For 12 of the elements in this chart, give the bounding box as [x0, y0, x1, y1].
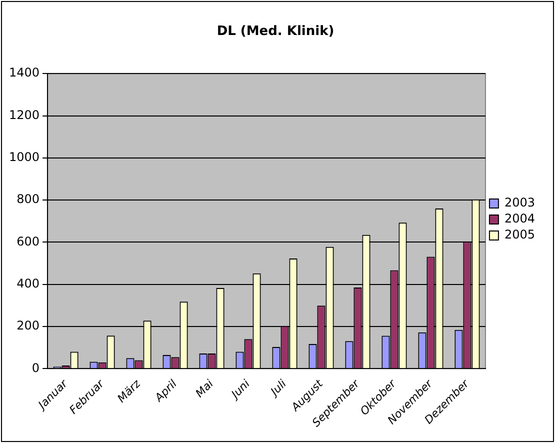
- y-tick-label: 400: [16, 276, 40, 290]
- chart-title: DL (Med. Klinik): [216, 24, 334, 40]
- y-tick-label: 600: [16, 234, 40, 248]
- legend-label: 2005: [504, 228, 536, 242]
- legend-label: 2003: [504, 196, 536, 210]
- y-tick-label: 800: [16, 192, 40, 206]
- y-tick-label: 1000: [8, 150, 40, 164]
- y-tick-label: 0: [32, 360, 40, 375]
- y-tick-label: 200: [16, 318, 40, 333]
- legend-label: 2004: [504, 212, 536, 226]
- y-tick-label: 1400: [8, 66, 40, 80]
- y-tick-label: 1200: [8, 108, 40, 122]
